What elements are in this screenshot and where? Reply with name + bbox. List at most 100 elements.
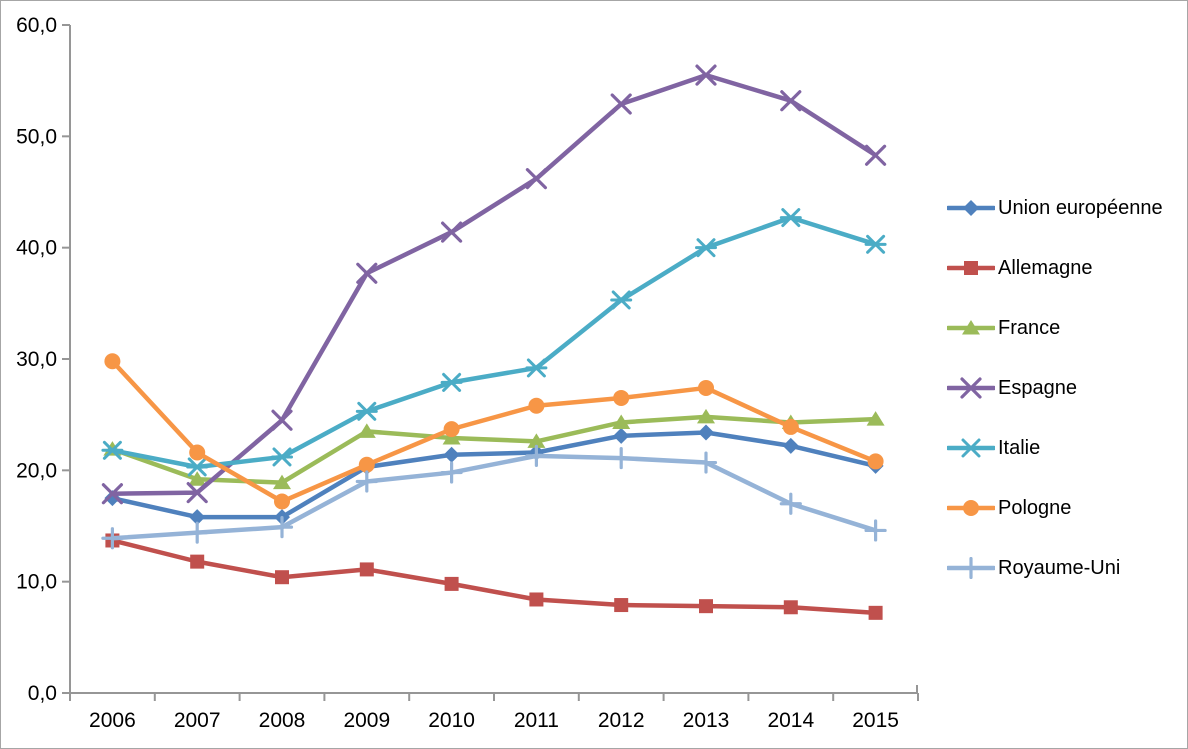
series-line xyxy=(110,538,878,616)
data-point-marker xyxy=(964,261,978,275)
x-tick-label: 2011 xyxy=(514,709,559,732)
data-point-marker xyxy=(779,492,802,515)
data-point-marker xyxy=(960,438,982,458)
y-tick-label: 30,0 xyxy=(16,348,57,371)
data-point-marker xyxy=(698,379,714,396)
series-pologne xyxy=(104,353,884,510)
data-point-marker xyxy=(864,234,887,254)
legend-marker-icon xyxy=(947,500,995,516)
legend-marker-icon xyxy=(947,377,995,399)
data-point-marker xyxy=(271,409,293,431)
series-espagne xyxy=(101,64,887,505)
legend-label: Allemagne xyxy=(998,256,1093,279)
legend-label: Italie xyxy=(998,436,1041,459)
data-point-marker xyxy=(698,424,714,441)
data-point-marker xyxy=(782,437,799,454)
data-point-marker xyxy=(444,576,459,591)
data-point-marker xyxy=(783,600,798,615)
data-point-marker xyxy=(613,427,630,444)
data-point-marker xyxy=(441,221,463,243)
x-tick-label: 2009 xyxy=(343,709,390,732)
data-point-marker xyxy=(697,408,715,424)
data-point-marker xyxy=(866,411,885,426)
series-line xyxy=(110,358,878,504)
series-line xyxy=(110,453,878,541)
data-point-marker xyxy=(274,493,290,510)
data-point-marker xyxy=(275,570,289,585)
x-tick-label: 2010 xyxy=(428,709,475,732)
series-france xyxy=(103,408,885,490)
data-point-marker xyxy=(867,453,884,470)
data-point-marker xyxy=(271,447,293,467)
data-point-marker xyxy=(780,90,802,112)
x-tick-label: 2014 xyxy=(767,709,814,732)
data-point-marker xyxy=(864,519,887,542)
data-point-marker xyxy=(779,208,802,228)
data-point-marker xyxy=(694,451,718,474)
data-point-marker xyxy=(189,444,206,461)
data-point-marker xyxy=(273,474,291,490)
data-point-marker xyxy=(525,168,547,190)
legend-label: Royaume-Uni xyxy=(998,556,1121,579)
legend-label: France xyxy=(998,316,1061,339)
data-point-marker xyxy=(695,238,717,258)
data-point-marker xyxy=(186,457,209,477)
data-point-marker xyxy=(963,500,979,516)
legend-item-espagne: Espagne xyxy=(947,377,1163,399)
legend-label: Espagne xyxy=(998,376,1077,399)
data-point-marker xyxy=(610,93,632,115)
y-tick-label: 50,0 xyxy=(16,125,57,148)
legend-label: Union européenne xyxy=(998,196,1163,219)
legend-item-italie: Italie xyxy=(947,437,1163,459)
x-tick-label: 2013 xyxy=(683,709,730,732)
data-point-marker xyxy=(868,605,883,620)
data-point-marker xyxy=(101,527,124,550)
data-point-marker xyxy=(443,421,460,438)
data-point-marker xyxy=(614,598,629,613)
data-point-marker xyxy=(359,562,374,577)
data-point-marker xyxy=(528,397,545,414)
y-tick-label: 20,0 xyxy=(16,459,57,482)
data-point-marker xyxy=(525,358,548,378)
plot-svg: 0,0 10,0 20,0 30,0 40,0 50,0 60,0 2006 2007 2008 2… xyxy=(16,14,919,732)
legend-marker-icon xyxy=(947,557,995,579)
x-tick-label: 2008 xyxy=(259,709,306,732)
legend-item-royaume-uni: Royaume-Uni xyxy=(947,557,1163,579)
data-point-marker xyxy=(442,430,461,445)
data-point-marker xyxy=(190,554,205,569)
legend-marker-icon xyxy=(947,261,995,275)
data-point-marker xyxy=(186,482,208,504)
legend-item-allemagne: Allemagne xyxy=(947,257,1163,279)
y-tick-label: 60,0 xyxy=(16,14,57,37)
series-royaume-uni xyxy=(101,444,887,550)
data-point-marker xyxy=(782,418,799,435)
data-point-marker xyxy=(189,509,206,526)
data-point-marker xyxy=(358,456,375,473)
data-point-marker xyxy=(101,483,123,505)
data-point-marker xyxy=(613,389,630,406)
data-point-marker xyxy=(960,377,982,399)
data-point-marker xyxy=(699,599,713,614)
legend: Union européenne Allemagne France Espagn… xyxy=(947,197,1163,579)
x-tick-label: 2006 xyxy=(89,709,136,732)
data-point-marker xyxy=(963,200,979,216)
series-line xyxy=(110,430,878,520)
legend-item-pologne: Pologne xyxy=(947,497,1163,519)
data-point-marker xyxy=(104,353,121,370)
y-tick-label: 0,0 xyxy=(28,682,57,705)
data-point-marker xyxy=(357,423,376,438)
data-point-marker xyxy=(529,592,544,607)
legend-label: Pologne xyxy=(998,496,1072,519)
legend-marker-icon xyxy=(947,320,995,335)
data-point-marker xyxy=(610,290,633,310)
y-tick-label: 40,0 xyxy=(16,237,57,260)
data-point-marker xyxy=(355,470,378,493)
data-point-marker xyxy=(270,516,294,539)
data-point-marker xyxy=(612,414,631,429)
series-line xyxy=(110,215,878,470)
data-point-marker xyxy=(101,440,124,460)
x-tick-label: 2012 xyxy=(598,709,645,732)
x-tick-label: 2007 xyxy=(174,709,221,732)
legend-marker-icon xyxy=(947,438,995,458)
